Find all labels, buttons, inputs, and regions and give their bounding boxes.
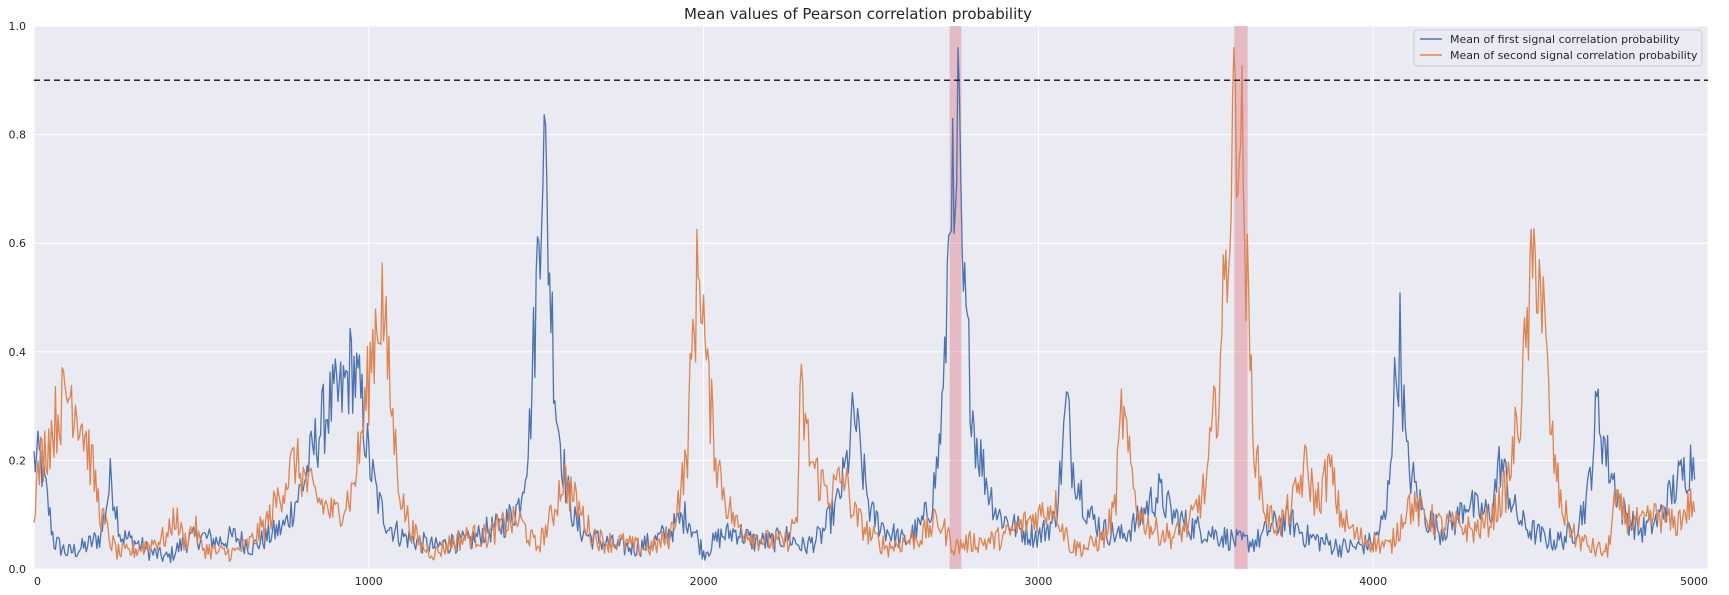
highlight-span-0 xyxy=(949,26,962,569)
y-tick-label-1: 0.2 xyxy=(9,454,27,467)
y-tick-label-4: 0.8 xyxy=(9,129,27,142)
x-tick-label-0: 0 xyxy=(34,575,41,588)
x-tick-label-2: 2000 xyxy=(690,575,718,588)
gridlines xyxy=(33,25,1709,570)
chart-title: Mean values of Pearson correlation proba… xyxy=(684,5,1032,23)
x-tick-label-4: 4000 xyxy=(1359,575,1387,588)
y-tick-label-0: 0.0 xyxy=(9,563,27,576)
highlight-span-1 xyxy=(1234,26,1248,569)
series-lines xyxy=(33,47,1696,564)
x-tick-label-3: 3000 xyxy=(1024,575,1052,588)
y-tick-label-2: 0.4 xyxy=(9,346,27,359)
tick-labels: 0 1000 2000 3000 4000 5000 0.0 0.2 0.4 0.6 0.8 1.0 xyxy=(9,20,1709,588)
legend: Mean of first signal correlation probabi… xyxy=(1413,29,1703,67)
y-tick-label-3: 0.6 xyxy=(9,237,27,250)
legend-label-first-signal: Mean of first signal correlation probabi… xyxy=(1450,33,1680,46)
series-line-second-signal xyxy=(33,47,1696,563)
highlight-spans xyxy=(949,26,1248,569)
legend-label-second-signal: Mean of second signal correlation probab… xyxy=(1450,49,1698,62)
y-tick-label-5: 1.0 xyxy=(9,20,27,33)
x-tick-label-1: 1000 xyxy=(355,575,383,588)
legend-box xyxy=(1413,29,1703,67)
x-tick-label-5: 5000 xyxy=(1680,575,1708,588)
